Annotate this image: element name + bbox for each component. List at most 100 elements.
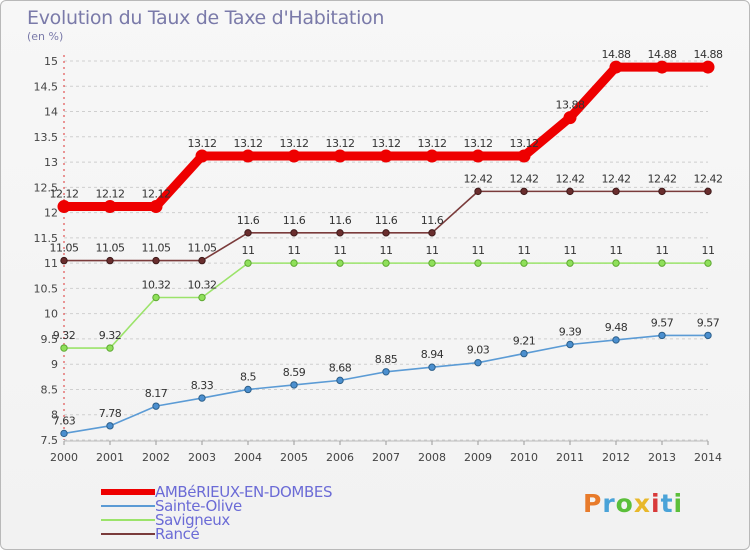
x-tick-label: 2008: [418, 451, 446, 464]
data-point-ranc-: [106, 256, 114, 265]
logo-letter: t: [660, 489, 674, 518]
logo-letter: x: [633, 489, 651, 518]
data-label-ranc-: 11.6: [283, 214, 306, 227]
data-label-amb-rieux-en-dombes: 12.12: [96, 188, 125, 201]
data-point-sainte-olive: [60, 429, 68, 438]
x-tick-label: 2010: [510, 451, 538, 464]
data-label-amb-rieux-en-dombes: 13.12: [372, 137, 401, 150]
x-tick-label: 2014: [694, 451, 722, 464]
legend-item-sainte-olive[interactable]: Sainte-Olive: [101, 497, 332, 515]
data-label-sainte-olive: 9.48: [605, 321, 628, 334]
data-labels: 7.63 7.78 8.17 8.33 8.5 8.59 8.68 8.85 8.94 9.03 9…: [50, 48, 724, 427]
data-label-savigneux: 11: [472, 244, 485, 257]
data-label-savigneux: 11: [610, 244, 623, 257]
data-label-ranc-: 11.05: [188, 242, 217, 255]
data-point-sainte-olive: [612, 336, 620, 344]
y-tick-label: 8: [51, 409, 58, 422]
data-point-amb-rieux-en-dombes: [517, 149, 531, 163]
data-point-amb-rieux-en-dombes: [57, 200, 71, 214]
data-point-amb-rieux-en-dombes: [425, 149, 439, 163]
y-tick-label: 10.5: [34, 282, 59, 295]
data-point-amb-rieux-en-dombes: [563, 111, 577, 125]
legend-swatch: [101, 489, 155, 495]
data-label-amb-rieux-en-dombes: 13.88: [556, 99, 585, 112]
y-tick-label: 7.5: [41, 434, 59, 447]
data-point-savigneux: [382, 259, 390, 267]
data-label-ranc-: 11.6: [237, 214, 260, 227]
data-point-savigneux: [244, 259, 252, 267]
data-point-savigneux: [520, 259, 528, 267]
data-label-sainte-olive: 7.78: [99, 407, 122, 420]
data-label-sainte-olive: 8.94: [421, 348, 444, 361]
data-label-ranc-: 12.42: [602, 172, 631, 185]
legend-item-amberieux[interactable]: AMBéRIEUX-EN-DOMBES: [101, 485, 332, 500]
data-point-savigneux: [474, 259, 482, 267]
x-tick-label: 2003: [188, 451, 216, 464]
data-label-savigneux: 9.32: [99, 329, 122, 342]
data-label-amb-rieux-en-dombes: 13.12: [280, 137, 309, 150]
y-tick-label: 14.5: [34, 80, 59, 93]
data-label-ranc-: 11.6: [329, 214, 352, 227]
x-tick-label: 2001: [96, 451, 124, 464]
axes: 7.588.599.51010.51111.51212.51313.51414.…: [34, 55, 722, 464]
data-label-sainte-olive: 8.68: [329, 361, 352, 374]
legend-swatch: [101, 505, 155, 507]
data-point-savigneux: [152, 293, 160, 302]
data-point-ranc-: [290, 229, 298, 237]
data-point-sainte-olive: [566, 340, 574, 349]
y-tick-label: 9.5: [41, 333, 59, 346]
y-tick-label: 13.5: [34, 131, 59, 144]
chart-title: Evolution du Taux de Taxe d'Habitation: [27, 7, 385, 29]
data-point-savigneux: [566, 259, 574, 267]
data-point-savigneux: [198, 293, 206, 302]
data-label-savigneux: 9.32: [53, 329, 76, 342]
legend-item-rance[interactable]: Rancé: [101, 527, 332, 542]
data-label-amb-rieux-en-dombes: 13.12: [234, 137, 263, 150]
data-label-amb-rieux-en-dombes: 12.12: [142, 188, 171, 201]
data-label-savigneux: 11: [288, 244, 301, 257]
legend-swatch: [101, 533, 155, 535]
data-label-sainte-olive: 8.17: [145, 387, 168, 400]
data-label-ranc-: 11.6: [375, 214, 398, 227]
data-point-ranc-: [382, 229, 390, 237]
data-label-amb-rieux-en-dombes: 12.12: [50, 188, 79, 201]
data-label-savigneux: 11: [426, 244, 439, 257]
data-point-savigneux: [106, 344, 114, 352]
series-line-savigneux: [63, 262, 709, 349]
data-point-ranc-: [428, 229, 436, 237]
y-tick-label: 10: [44, 308, 58, 321]
data-point-amb-rieux-en-dombes: [149, 200, 163, 214]
data-point-ranc-: [198, 256, 206, 265]
legend-swatch: [101, 519, 155, 521]
logo-letter: r: [602, 489, 616, 518]
data-label-savigneux: 10.32: [188, 278, 217, 291]
data-label-amb-rieux-en-dombes: 13.12: [188, 137, 217, 150]
data-label-savigneux: 11: [702, 244, 715, 257]
data-point-savigneux: [658, 259, 666, 267]
data-label-sainte-olive: 9.21: [513, 335, 536, 348]
data-label-savigneux: 11: [380, 244, 393, 257]
legend: AMBéRIEUX-EN-DOMBES Sainte-Olive Savigne…: [101, 485, 332, 542]
series-group: [57, 60, 715, 438]
x-tick-label: 2007: [372, 451, 400, 464]
x-tick-label: 2004: [234, 451, 262, 464]
data-point-sainte-olive: [428, 363, 436, 371]
data-point-ranc-: [152, 256, 160, 265]
x-tick-label: 2006: [326, 451, 354, 464]
legend-label: Sainte-Olive: [155, 497, 242, 515]
data-point-ranc-: [244, 229, 252, 237]
data-point-sainte-olive: [520, 349, 528, 358]
data-label-sainte-olive: 8.33: [191, 379, 214, 392]
logo-letter: i: [651, 489, 661, 518]
y-tick-label: 11.5: [34, 232, 59, 245]
data-label-sainte-olive: 8.5: [240, 370, 256, 383]
legend-label: Savigneux: [155, 511, 230, 529]
legend-item-savigneux[interactable]: Savigneux: [101, 511, 332, 529]
data-point-ranc-: [336, 229, 344, 237]
data-label-sainte-olive: 9.57: [651, 316, 674, 329]
logo-letter: o: [615, 489, 634, 518]
data-label-sainte-olive: 9.03: [467, 344, 490, 357]
data-label-savigneux: 11: [242, 244, 255, 257]
x-tick-label: 2005: [280, 451, 308, 464]
